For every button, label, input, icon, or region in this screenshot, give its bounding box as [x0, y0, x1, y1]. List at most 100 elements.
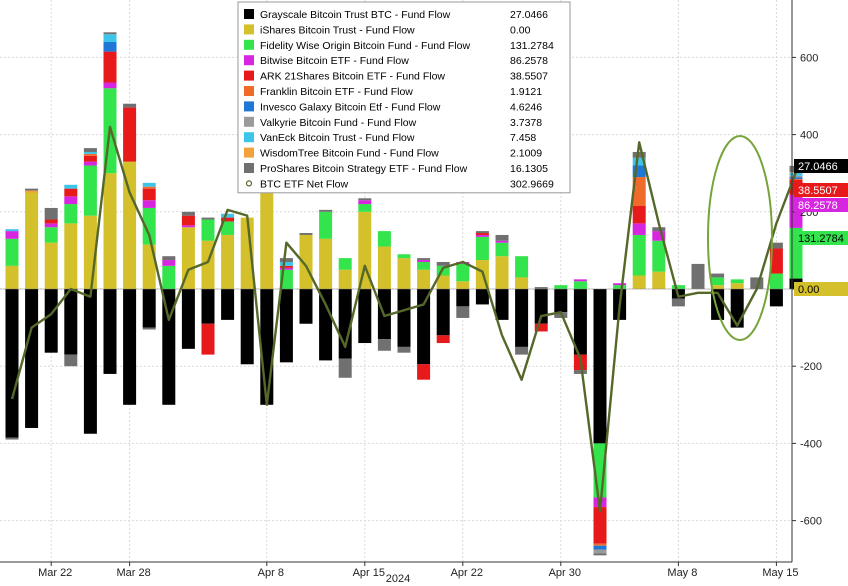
- bar-segment: [711, 273, 725, 278]
- bar-segment: [573, 279, 587, 282]
- bar-segment: [201, 219, 215, 241]
- bar-segment: [279, 261, 293, 266]
- bar-segment: [64, 188, 78, 197]
- bar-segment: [730, 289, 744, 328]
- bar-segment: [260, 171, 274, 289]
- bar-segment: [554, 285, 568, 289]
- legend-swatch: [244, 9, 254, 19]
- bar-segment: [142, 327, 156, 330]
- bar-segment: [436, 261, 450, 266]
- legend-swatch: [244, 39, 254, 50]
- bar-segment: [397, 258, 411, 289]
- bar-segment: [730, 283, 744, 289]
- x-tick-label: Apr 8: [258, 567, 284, 579]
- bar-segment: [671, 298, 685, 307]
- legend-series-value: 3.7378: [510, 117, 542, 129]
- bar-segment: [123, 161, 137, 289]
- bar-segment: [25, 289, 39, 428]
- bar-segment: [83, 153, 97, 156]
- value-tag-box: [794, 198, 848, 212]
- bar-segment: [377, 339, 391, 351]
- bar-segment: [377, 246, 391, 289]
- legend-series-value: 7.458: [510, 132, 536, 144]
- bar-segment: [221, 234, 235, 289]
- bar-segment: [83, 148, 97, 152]
- bar-segment: [64, 223, 78, 289]
- bar-segment: [5, 437, 19, 440]
- bar-segment: [652, 227, 666, 232]
- bar-segment: [338, 358, 352, 378]
- bar-segment: [181, 215, 195, 226]
- bar-segment: [593, 553, 607, 556]
- bar-segment: [475, 231, 489, 234]
- bar-segment: [593, 545, 607, 550]
- bar-segment: [789, 175, 803, 178]
- bar-segment: [358, 204, 372, 212]
- legend-series-name: ProShares Bitcoin Strategy ETF - Fund Fl…: [260, 163, 468, 175]
- bar-segment: [44, 227, 58, 243]
- x-axis-year-label: 2024: [386, 573, 410, 585]
- last-value-tags: 27.0466 38.5507 86.2578 131.2784 0.00: [794, 159, 848, 296]
- bar-segment: [515, 289, 529, 347]
- bar-segment: [319, 209, 333, 212]
- bar-segment: [319, 211, 333, 239]
- x-tick-label: Apr 30: [549, 567, 581, 579]
- bar-segment: [436, 335, 450, 344]
- bar-segment: [44, 207, 58, 220]
- bar-segment: [417, 289, 431, 365]
- bar-segment: [456, 281, 470, 289]
- legend-series-value: 4.6246: [510, 101, 542, 113]
- bar-segment: [299, 234, 313, 289]
- bar-segment: [44, 219, 58, 224]
- bar-segment: [769, 289, 783, 307]
- bar-segment: [201, 323, 215, 355]
- bar-segment: [25, 190, 39, 193]
- legend-series-name: BTC ETF Net Flow: [260, 178, 349, 190]
- legend: Grayscale Bitcoin Trust BTC - Fund Flow 2…: [237, 1, 571, 194]
- bar-segment: [5, 238, 19, 266]
- bar-segment: [495, 256, 509, 289]
- x-tick-label: Mar 28: [116, 567, 150, 579]
- bar-segment: [534, 323, 548, 332]
- bar-segment: [632, 157, 646, 166]
- bar-segment: [475, 289, 489, 305]
- value-tag-box: [794, 183, 848, 197]
- legend-series-value: 131.2784: [510, 40, 554, 52]
- bar-segment: [83, 289, 97, 434]
- bar-segment: [711, 285, 725, 289]
- bar-segment: [162, 256, 176, 261]
- bar-segment: [338, 269, 352, 289]
- bar-segment: [417, 258, 431, 261]
- bar-segment: [711, 277, 725, 286]
- bar-segment: [456, 306, 470, 318]
- bar-segment: [789, 177, 803, 179]
- bar-segment: [593, 549, 607, 554]
- legend-series-name: Fidelity Wise Origin Bitcoin Fund - Fund…: [260, 40, 470, 52]
- bar-segment: [515, 277, 529, 289]
- bar-segment: [5, 229, 19, 232]
- bar-segment: [221, 221, 235, 235]
- bar-segment: [64, 184, 78, 189]
- bar-segment: [417, 260, 431, 262]
- bar-segment: [5, 265, 19, 289]
- bar-segment: [319, 289, 333, 361]
- highlight-ellipse: [707, 135, 773, 341]
- bar-segment: [221, 289, 235, 320]
- value-tag-label: 27.0466: [798, 161, 838, 173]
- bar-segment: [142, 182, 156, 187]
- bar-segment: [652, 240, 666, 272]
- bar-segment: [436, 289, 450, 336]
- legend-swatch: [244, 163, 254, 173]
- bar-segment: [142, 188, 156, 201]
- bar-segment: [593, 543, 607, 546]
- bar-segment: [789, 178, 803, 180]
- legend-series-name: VanEck Bitcoin Trust - Fund Flow: [260, 132, 415, 144]
- bar-segment: [162, 260, 176, 266]
- legend-series-name: ARK 21Shares Bitcoin ETF - Fund Flow: [260, 71, 445, 83]
- bar-segment: [632, 165, 646, 178]
- legend-swatch: [244, 101, 254, 112]
- bar-segment: [103, 32, 117, 35]
- bar-segment: [103, 289, 117, 374]
- legend-series-name: Bitwise Bitcoin ETF - Fund Flow: [260, 55, 409, 67]
